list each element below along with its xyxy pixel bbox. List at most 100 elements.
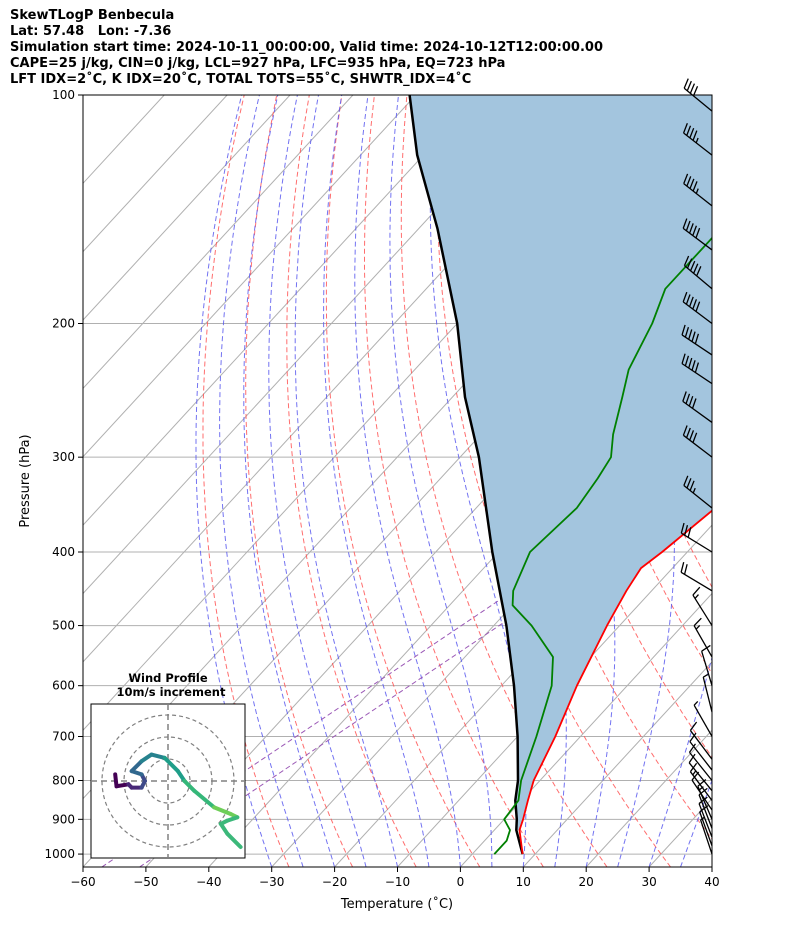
moist-adiabat-line xyxy=(711,865,712,867)
barb-flag xyxy=(681,324,686,336)
barb-flag xyxy=(688,296,694,307)
barb-flag xyxy=(682,291,688,303)
barb-flag xyxy=(680,522,685,534)
wind-barb xyxy=(682,425,713,458)
barb-staff xyxy=(683,434,713,458)
barb-half-flag xyxy=(693,701,699,706)
wind-barb xyxy=(681,324,713,356)
barb-staff xyxy=(689,730,713,760)
barb-flag xyxy=(682,425,688,436)
barb-staff xyxy=(702,676,713,713)
barb-half-flag xyxy=(702,673,709,678)
barb-staff xyxy=(688,762,713,792)
barb-flag xyxy=(682,391,687,402)
chart-title: SkewTLogP Benbecula xyxy=(10,8,175,23)
barb-flag xyxy=(689,480,695,491)
barb-flag xyxy=(692,225,698,236)
isotherm-line xyxy=(83,95,354,390)
dry-adiabat-line xyxy=(400,95,608,867)
x-tick-label: 30 xyxy=(641,875,656,889)
y-tick-label: 400 xyxy=(52,545,75,559)
barb-flag xyxy=(686,80,692,91)
cape-line: CAPE=25 j/kg, CIN=0 j/kg, LCL=927 hPa, L… xyxy=(10,56,506,71)
y-tick-label: 800 xyxy=(52,774,75,788)
barb-flag xyxy=(692,130,698,141)
wind-barb xyxy=(683,475,713,509)
barb-flag xyxy=(689,721,698,731)
barb-flag xyxy=(683,173,689,184)
wind-barb xyxy=(692,586,713,626)
wind-barb xyxy=(680,522,713,553)
hodograph-inset: Wind Profile 10m/s increment xyxy=(90,671,246,859)
cape-area xyxy=(409,95,712,831)
isotherm-line xyxy=(83,95,480,526)
barb-staff xyxy=(683,484,713,509)
dry-adiabat-line xyxy=(765,95,794,867)
barb-staff xyxy=(689,751,713,781)
wind-barb xyxy=(682,218,713,251)
barb-staff xyxy=(698,803,713,838)
axes-layer: −60 −50 −40 −30 −20 −10 0 10 20 30 40 1000 900 800 700… xyxy=(44,88,719,889)
barb-staff xyxy=(689,771,713,801)
wind-barb xyxy=(683,255,713,290)
moist-adiabat-line xyxy=(294,95,398,867)
inset-subtitle: 10m/s increment xyxy=(117,685,226,699)
barb-staff xyxy=(699,811,713,846)
barb-flag xyxy=(686,125,692,136)
y-tick-label: 300 xyxy=(52,450,75,464)
barb-half-flag xyxy=(692,487,696,494)
barb-flag xyxy=(681,353,686,364)
wind-barb xyxy=(693,617,713,658)
barb-flag xyxy=(689,260,696,271)
dry-adiabat-line xyxy=(699,95,712,160)
barb-flag xyxy=(686,176,692,187)
barb-staff xyxy=(683,183,713,207)
dry-adiabat-line xyxy=(202,95,290,867)
hodograph-segment xyxy=(114,782,131,789)
barb-flag xyxy=(689,732,697,743)
wind-barb xyxy=(682,291,713,325)
barb-flag xyxy=(687,527,692,538)
barb-half-flag xyxy=(695,137,699,144)
barb-flag xyxy=(686,478,692,489)
barb-flag xyxy=(701,644,711,652)
barb-flag xyxy=(683,475,689,486)
isotherm-line xyxy=(83,95,291,321)
isotherm-line xyxy=(711,866,712,867)
barb-flag xyxy=(696,266,702,277)
barb-staff xyxy=(698,794,713,829)
x-tick-label: 40 xyxy=(704,875,719,889)
barb-flag xyxy=(684,355,690,367)
barb-flag xyxy=(691,331,696,342)
dewpoint-line xyxy=(493,236,712,855)
barb-staff xyxy=(683,87,713,112)
barb-staff xyxy=(683,132,713,156)
barb-flag xyxy=(692,299,698,310)
x-tick-label: 10 xyxy=(516,875,531,889)
barb-flag xyxy=(689,83,696,94)
barb-half-flag xyxy=(695,624,701,630)
hodograph-segment xyxy=(212,805,233,816)
moist-adiabat-line xyxy=(389,95,493,867)
barb-flag xyxy=(682,218,688,229)
x-tick-label: 20 xyxy=(579,875,594,889)
x-tick-label: 0 xyxy=(457,875,465,889)
barb-flag xyxy=(692,85,699,97)
barb-staff xyxy=(699,819,713,855)
isotherm-line xyxy=(83,95,228,253)
moist-adiabat-line xyxy=(648,95,712,867)
dry-adiabat-line xyxy=(325,95,481,867)
isotherm-line xyxy=(522,661,712,867)
barb-staff xyxy=(692,594,713,626)
barb-flag xyxy=(689,430,695,441)
moist-adiabat-line xyxy=(268,95,367,867)
barb-flag xyxy=(688,357,693,369)
barb-staff xyxy=(689,741,713,771)
wind-barbs-layer xyxy=(680,78,713,855)
hodograph-segment xyxy=(192,788,217,810)
hodograph-segment xyxy=(149,752,167,760)
cape-area-layer xyxy=(409,95,712,831)
barb-flag xyxy=(688,329,693,340)
x-tick-label: −50 xyxy=(133,875,158,889)
